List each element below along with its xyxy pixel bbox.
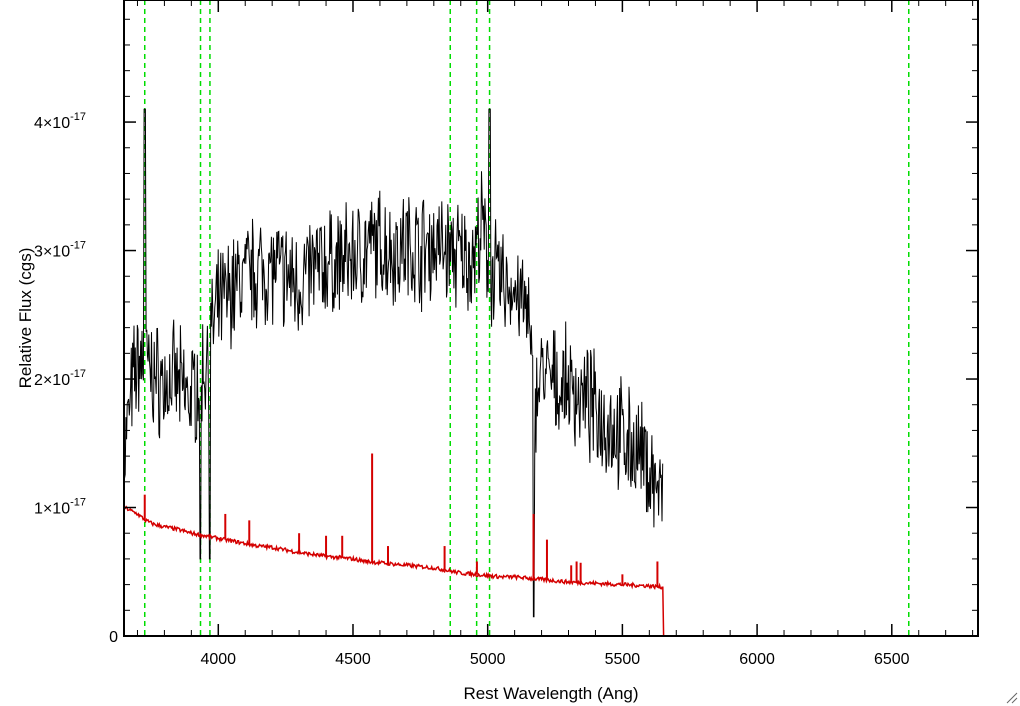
observed-spectrum-line [124, 108, 664, 618]
series-layer [124, 108, 978, 637]
x-tick-label: 6000 [739, 651, 775, 668]
x-tick-label: 4000 [200, 651, 236, 668]
model-spectrum-line [124, 505, 978, 637]
y-axis-title: Relative Flux (cgs) [16, 248, 35, 389]
x-tick-label: 5500 [605, 651, 641, 668]
x-axis-title: Rest Wavelength (Ang) [463, 684, 638, 703]
y-tick-label: 1×10-17 [34, 497, 86, 518]
y-tick-label: 0 [109, 629, 118, 646]
y-tick-label: 4×10-17 [34, 111, 86, 132]
resize-grip-icon[interactable] [1004, 690, 1018, 704]
x-tick-label: 4500 [335, 651, 371, 668]
y-tick-label: 3×10-17 [34, 240, 86, 261]
x-tick-label: 5000 [470, 651, 506, 668]
y-tick-label: 2×10-17 [34, 368, 86, 389]
x-tick-label: 6500 [874, 651, 910, 668]
axis-ticks: 4000 4500 5000 5500 6000 6500 0 1×10-17 2×10-17 3… [34, 0, 978, 668]
plot-frame [123, 0, 979, 637]
reference-lines [143, 0, 910, 636]
